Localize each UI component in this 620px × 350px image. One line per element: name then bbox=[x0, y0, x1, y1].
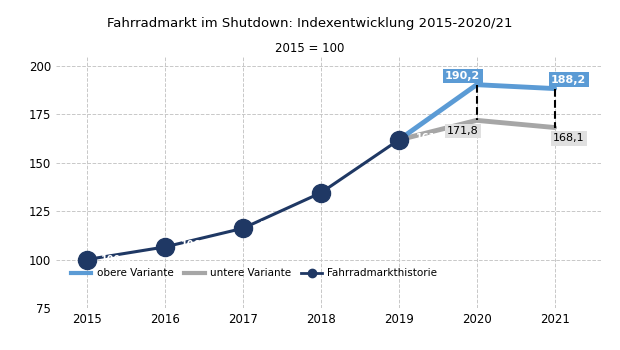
Text: 134,4: 134,4 bbox=[338, 186, 369, 196]
Text: 106,5: 106,5 bbox=[180, 240, 211, 250]
Text: 168,1: 168,1 bbox=[553, 133, 585, 143]
Text: 190,2: 190,2 bbox=[445, 71, 480, 81]
Text: 188,2: 188,2 bbox=[551, 75, 587, 85]
Text: Fahrradmarkt im Shutdown: Indexentwicklung 2015-2020/21: Fahrradmarkt im Shutdown: Indexentwicklu… bbox=[107, 18, 513, 30]
Text: 171,8: 171,8 bbox=[447, 126, 479, 136]
Text: 2015 = 100: 2015 = 100 bbox=[275, 42, 345, 55]
Legend: obere Variante, untere Variante, Fahrradmarkthistorie: obere Variante, untere Variante, Fahrrad… bbox=[66, 264, 441, 283]
Text: 161,7: 161,7 bbox=[416, 133, 447, 143]
Text: 100,0: 100,0 bbox=[101, 254, 132, 265]
Text: 116,1: 116,1 bbox=[260, 222, 291, 231]
